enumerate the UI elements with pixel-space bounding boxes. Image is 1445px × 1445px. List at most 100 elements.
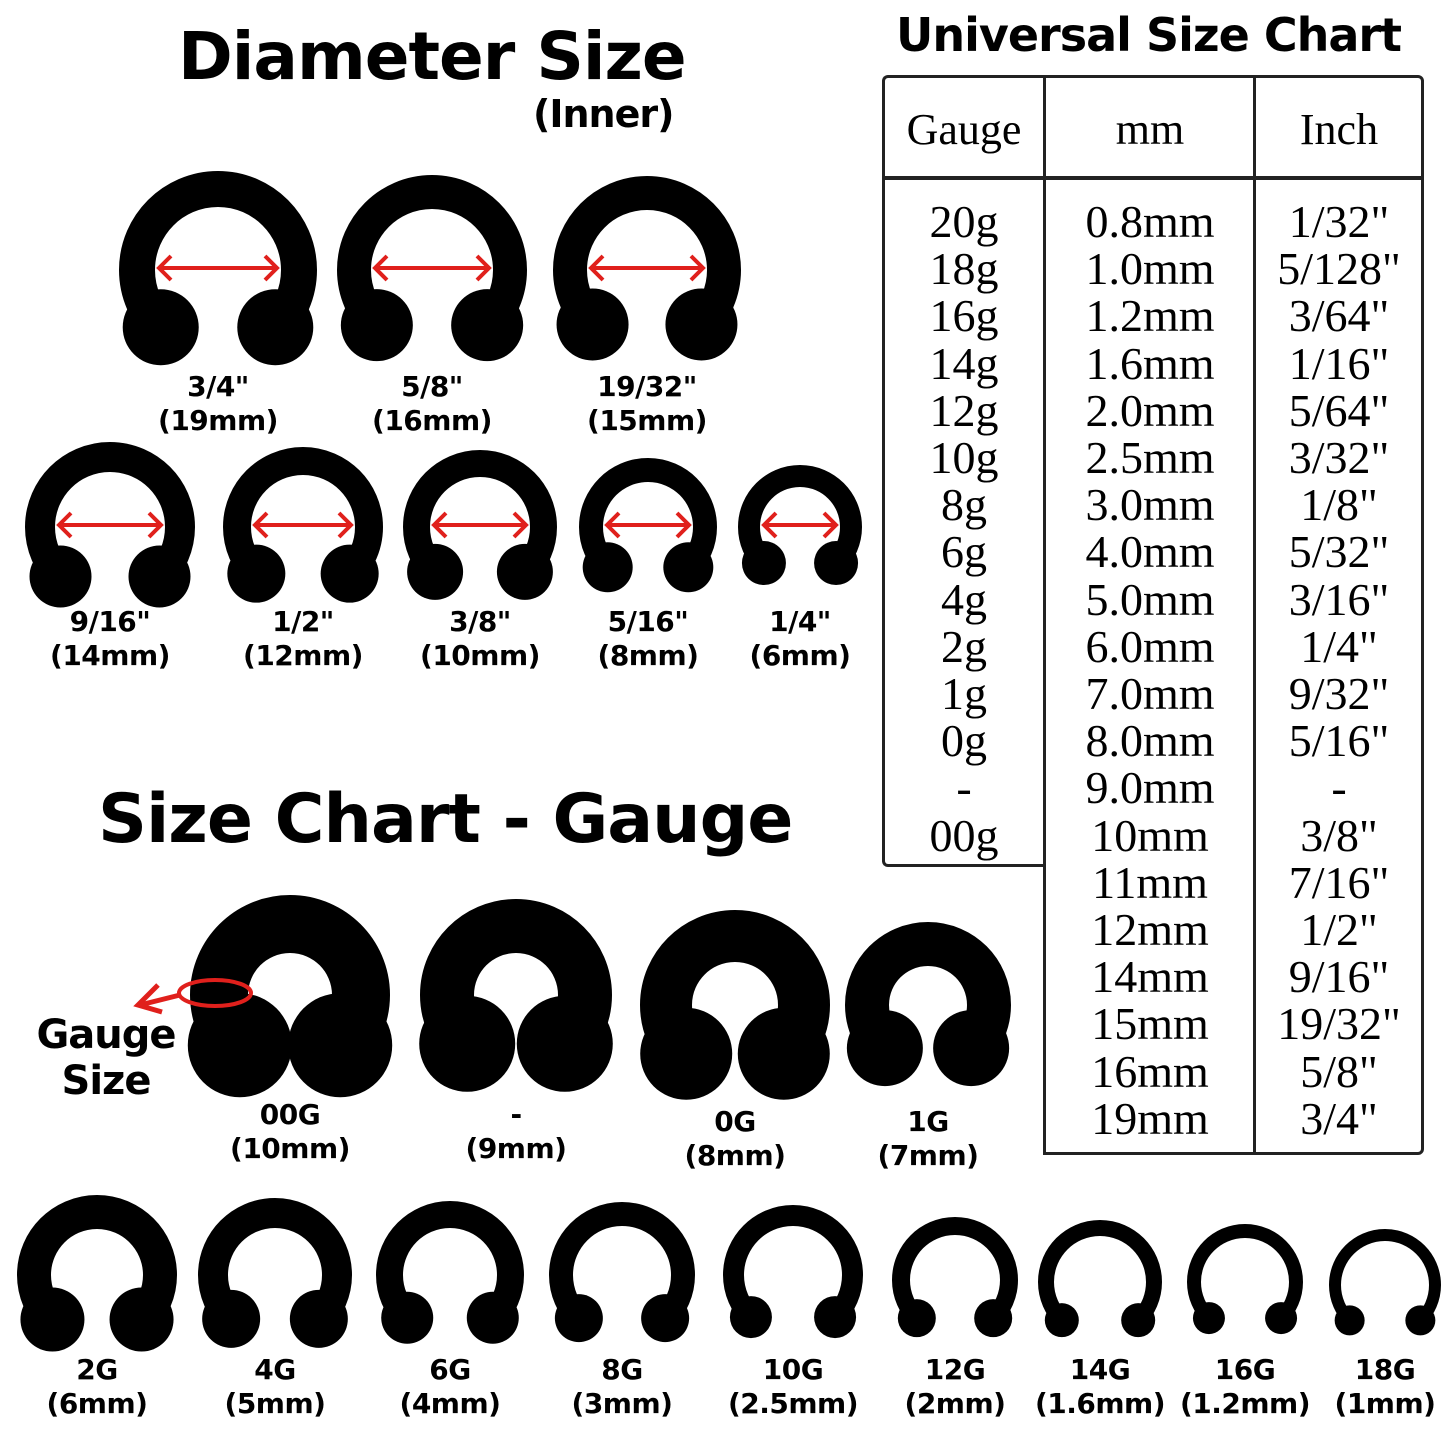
ring-label: 19/32" (15mm) [547, 370, 747, 438]
horseshoe-ring-icon [198, 1198, 352, 1330]
horseshoe-ring-icon [403, 450, 557, 582]
horseshoe-ring-icon [1329, 1229, 1441, 1325]
arrowhead-icon [822, 511, 839, 539]
diameter-title: Diameter Size [178, 18, 687, 95]
horseshoe-ring-icon [1038, 1220, 1162, 1326]
table-cell-gauge: 6g [941, 526, 987, 578]
ring-label-line: 6G [429, 1353, 471, 1386]
ring-label-line: (10mm) [420, 639, 540, 672]
arrowhead-icon [588, 254, 605, 282]
arrowhead-icon [604, 511, 621, 539]
ring-label: 3/8" (10mm) [380, 605, 580, 673]
horseshoe-ring-icon [25, 442, 195, 588]
ring-ball-icon [288, 993, 393, 1098]
ring-ball-icon [381, 1291, 434, 1344]
ring-label-line: 1/2" [272, 605, 334, 638]
table-cell-gauge: 20g [929, 196, 999, 247]
horseshoe-ring-icon [1187, 1224, 1303, 1323]
ring-ball-icon [516, 995, 613, 1092]
column-divider [1253, 75, 1256, 1153]
ring-ball-icon [846, 1010, 923, 1087]
horseshoe-ring-icon [420, 899, 612, 1063]
table-cell-inch: 19/32" [1277, 998, 1401, 1050]
table-cell-mm: 7.0mm [1085, 668, 1215, 720]
table-cell-inch: 7/16" [1288, 856, 1390, 908]
ring-label-line: 9/16" [69, 605, 151, 638]
ring-label: 4G (5mm) [175, 1353, 375, 1421]
table-cell-mm: 5.0mm [1085, 573, 1215, 625]
ring-label-line: (1.6mm) [1034, 1387, 1166, 1420]
table-cell-mm: 12mm [1091, 904, 1209, 956]
table-cell-inch: 1/8" [1300, 479, 1378, 531]
table-cell-gauge: 1g [941, 668, 987, 720]
ring-label: 8G (3mm) [522, 1353, 722, 1421]
gauge-title: Size Chart - Gauge [98, 780, 793, 859]
horseshoe-ring-icon [553, 176, 741, 337]
ring-label: 18G (1mm) [1285, 1353, 1445, 1421]
header-mm: mm [1115, 105, 1185, 154]
ring-ball-icon [665, 288, 738, 361]
table-cell-gauge: 8g [941, 479, 987, 531]
table-cell-mm: 16mm [1091, 1045, 1209, 1097]
ring-ball-icon [187, 993, 292, 1098]
table-cell-mm: 1.6mm [1085, 337, 1215, 389]
table-cell-gauge: 12g [929, 384, 999, 436]
ring-ball-icon [128, 545, 191, 608]
callout-arrowhead-icon [133, 983, 163, 1015]
ring-label-line: 14G [1069, 1353, 1131, 1386]
table-cell-inch: 9/32" [1288, 668, 1390, 720]
ring-ball-icon [340, 289, 413, 362]
arrowhead-icon [56, 511, 73, 539]
table-cell-mm: 15mm [1091, 998, 1209, 1050]
ring-label-line: (9mm) [465, 1132, 567, 1165]
ring-label-line: 4G [254, 1353, 296, 1386]
ring-label-line: (6mm) [46, 1387, 148, 1420]
ring-label: 0G (8mm) [635, 1105, 835, 1173]
ring-ball-icon [814, 1296, 857, 1339]
ring-label-line: (15mm) [587, 404, 707, 437]
arrowhead-icon [431, 511, 448, 539]
ring-ball-icon [1334, 1305, 1365, 1336]
ring-ball-icon [202, 1289, 261, 1348]
ring-label: 2G (6mm) [0, 1353, 197, 1421]
ring-ball-icon [729, 1296, 772, 1339]
ring-label-line: 10G [762, 1353, 824, 1386]
ring-label-line: 19/32" [597, 370, 697, 403]
ring-label-line: 00G [259, 1098, 321, 1131]
ring-label-line: (8mm) [597, 639, 699, 672]
table-cell-mm: 19mm [1091, 1092, 1209, 1144]
arrowhead-icon [761, 511, 778, 539]
inch-values: 1/32" 5/128" 3/64" 1/16" 5/64" 3/32" 1/8" 5/32"… [1256, 198, 1422, 1142]
ring-label-line: 8G [601, 1353, 643, 1386]
ring-ball-icon [451, 289, 524, 362]
table-cell-inch: 5/32" [1288, 526, 1390, 578]
table-cell-inch: 3/64" [1288, 290, 1390, 342]
ring-label-line: 1/4" [769, 605, 831, 638]
table-cell-inch: 1/32" [1288, 196, 1390, 247]
ring-ball-icon [663, 542, 714, 593]
table-cell-mm: 10mm [1091, 809, 1209, 861]
ring-ball-icon [20, 1287, 85, 1352]
table-cell-mm: 11mm [1092, 856, 1208, 908]
table-cell-gauge: 14g [929, 337, 999, 389]
table-cell-gauge: 0g [941, 715, 987, 767]
ring-label: 14G (1.6mm) [1000, 1353, 1200, 1421]
ring-ball-icon [737, 1007, 830, 1100]
table-cell-inch: 3/8" [1300, 809, 1378, 861]
table-cell-inch: 3/32" [1288, 432, 1390, 484]
table-cell-gauge: 16g [929, 290, 999, 342]
ring-label-line: (2mm) [904, 1387, 1006, 1420]
ring-ball-icon [122, 289, 199, 366]
arrowhead-icon [512, 511, 529, 539]
ring-label-line: (12mm) [243, 639, 363, 672]
ring-ball-icon [496, 543, 553, 600]
arrowhead-icon [252, 511, 269, 539]
table-cell-inch: 9/16" [1288, 951, 1390, 1003]
ring-ball-icon [556, 288, 629, 361]
ring-label-line: (8mm) [684, 1139, 786, 1172]
ring-ball-icon [933, 1010, 1010, 1087]
ring-label-line: (4mm) [399, 1387, 501, 1420]
table-cell-gauge: 4g [941, 573, 987, 625]
